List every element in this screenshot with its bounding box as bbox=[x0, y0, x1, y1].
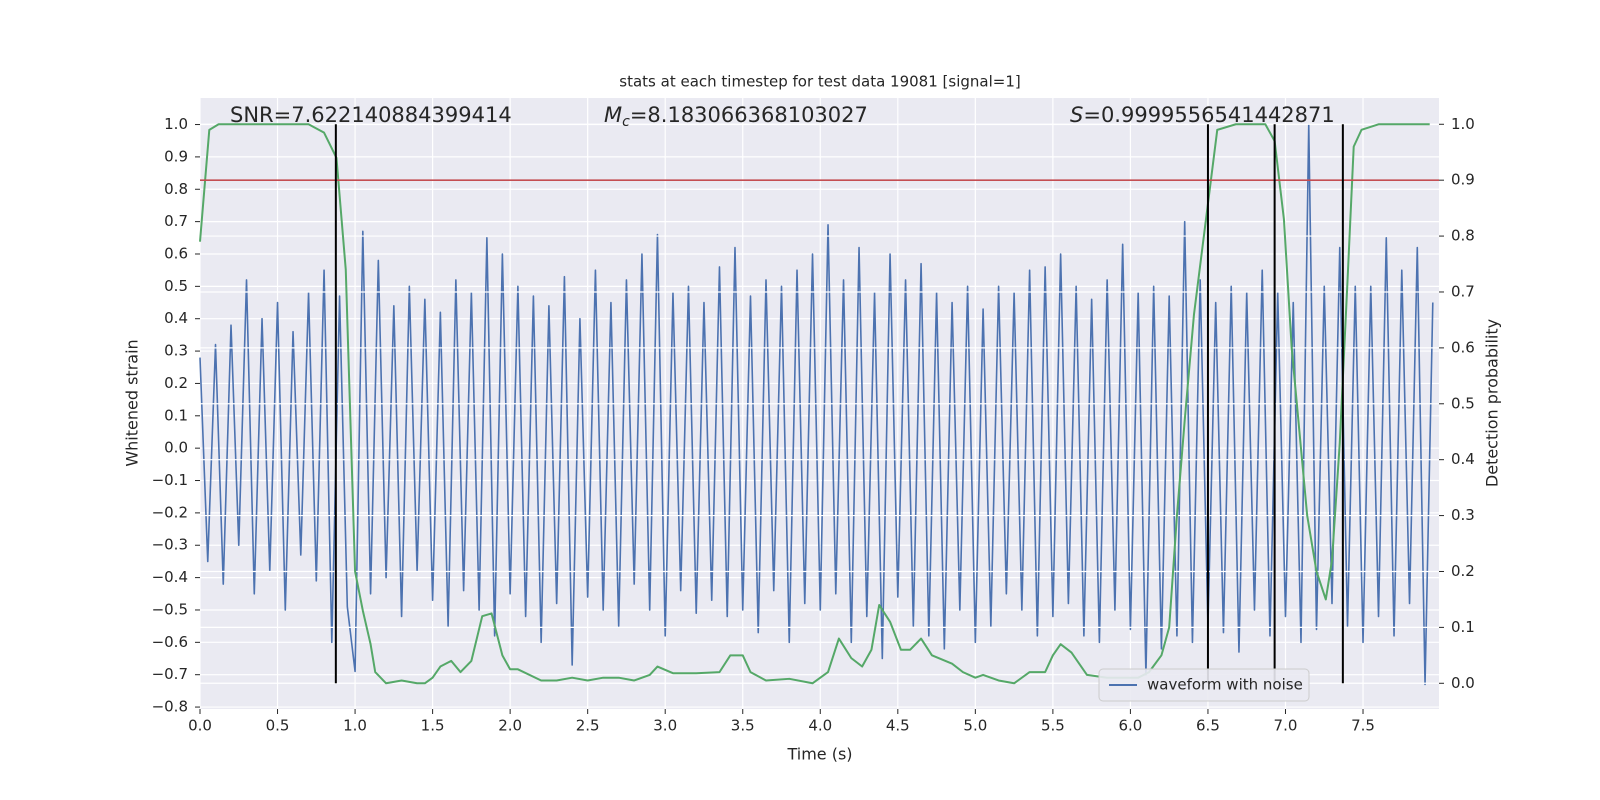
annotation-symbol: S bbox=[1070, 103, 1083, 127]
x-tick-label: 3.0 bbox=[653, 717, 677, 735]
chart-title: stats at each timestep for test data 190… bbox=[619, 73, 1020, 91]
y2-tick-label: 1.0 bbox=[1451, 115, 1475, 133]
x-tick-label: 7.5 bbox=[1351, 717, 1375, 735]
y2-tick-label: 0.9 bbox=[1451, 171, 1475, 189]
over-layer bbox=[199, 123, 1439, 685]
y-tick-label: −0.3 bbox=[152, 536, 188, 554]
y2-tick-label: 0.8 bbox=[1451, 227, 1475, 245]
y-tick-label: 0.8 bbox=[164, 180, 188, 198]
y-tick-label: −0.7 bbox=[152, 665, 188, 683]
x-axis-label: Time (s) bbox=[786, 745, 852, 764]
annotation: S=0.9999556541442871 bbox=[1070, 103, 1335, 127]
annotation-subscript: c bbox=[622, 114, 630, 130]
x-tick-label: 2.0 bbox=[498, 717, 522, 735]
x-tick-label: 6.5 bbox=[1196, 717, 1220, 735]
y-tick-label: 1.0 bbox=[164, 115, 188, 133]
annotation: SNR=7.622140884399414 bbox=[230, 103, 512, 127]
x-tick-label: 0.0 bbox=[188, 717, 212, 735]
x-tick-label: 1.0 bbox=[343, 717, 367, 735]
x-tick-label: 7.0 bbox=[1274, 717, 1298, 735]
y-tick-label: −0.6 bbox=[152, 633, 188, 651]
legend-label: waveform with noise bbox=[1147, 676, 1303, 694]
annotation-symbol: M bbox=[604, 103, 622, 127]
y-tick-label: 0.2 bbox=[164, 374, 188, 392]
annotation-label: =8.183066368103027 bbox=[630, 103, 868, 127]
y2-tick-label: 0.1 bbox=[1451, 618, 1475, 636]
y-tick-label: 0.7 bbox=[164, 212, 188, 230]
annotation-label: =0.9999556541442871 bbox=[1083, 103, 1334, 127]
annotation-label: SNR=7.622140884399414 bbox=[230, 103, 512, 127]
x-tick-label: 3.5 bbox=[731, 717, 755, 735]
x-tick-label: 4.5 bbox=[886, 717, 910, 735]
y2-tick-label: 0.7 bbox=[1451, 282, 1475, 300]
y-tick-label: −0.4 bbox=[152, 568, 188, 586]
y2-axis-label: Detection probability bbox=[1483, 319, 1502, 487]
y-tick-label: 0.0 bbox=[164, 439, 188, 457]
y-tick-label: −0.8 bbox=[152, 698, 188, 716]
y-axis-label: Whitened strain bbox=[123, 339, 142, 466]
y2-tick-label: 0.3 bbox=[1451, 506, 1475, 524]
x-tick-label: 1.5 bbox=[421, 717, 445, 735]
x-tick-label: 5.5 bbox=[1041, 717, 1065, 735]
y-tick-label: 0.3 bbox=[164, 342, 188, 360]
x-tick-label: 4.0 bbox=[808, 717, 832, 735]
probability-line bbox=[199, 123, 1430, 685]
y2-tick-label: 0.2 bbox=[1451, 562, 1475, 580]
y-tick-label: 0.4 bbox=[164, 309, 188, 327]
y-tick-label: −0.1 bbox=[152, 471, 188, 489]
x-tick-label: 5.0 bbox=[963, 717, 987, 735]
legend-box bbox=[1098, 668, 1310, 702]
y-tick-label: −0.5 bbox=[152, 600, 188, 618]
y-tick-label: 0.6 bbox=[164, 244, 188, 262]
y-tick-label: 0.5 bbox=[164, 277, 188, 295]
y2-tick-label: 0.6 bbox=[1451, 338, 1475, 356]
x-tick-label: 6.0 bbox=[1118, 717, 1142, 735]
y-tick-label: 0.9 bbox=[164, 147, 188, 165]
annotation: Mc=8.183066368103027 bbox=[604, 103, 868, 130]
y2-tick-label: 0.5 bbox=[1451, 394, 1475, 412]
y2-tick-label: 0.4 bbox=[1451, 450, 1475, 468]
y-tick-label: −0.2 bbox=[152, 503, 188, 521]
x-tick-label: 2.5 bbox=[576, 717, 600, 735]
y-tick-label: 0.1 bbox=[164, 406, 188, 424]
y2-tick-label: 0.0 bbox=[1451, 674, 1475, 692]
x-tick-label: 0.5 bbox=[266, 717, 290, 735]
